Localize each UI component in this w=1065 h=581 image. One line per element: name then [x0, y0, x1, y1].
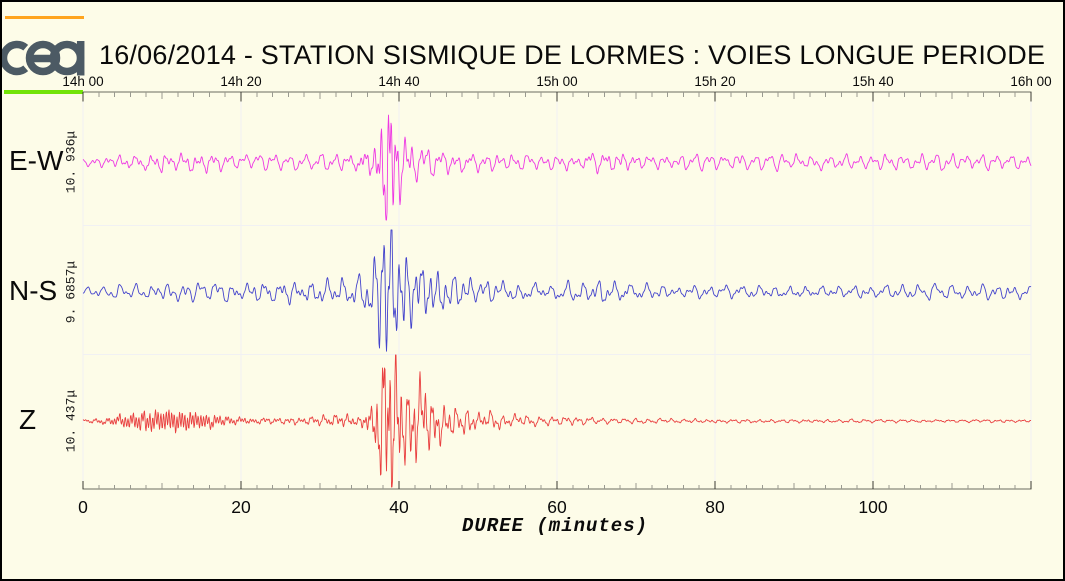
green-accent-line	[4, 90, 83, 94]
channel-label-ew: E-W	[9, 145, 64, 176]
channel-label-z: Z	[19, 404, 37, 435]
channel-label-ns: N-S	[9, 275, 58, 306]
cea-logo	[2, 40, 85, 76]
top-axis-label: 14h 00	[62, 74, 103, 89]
bottom-axis-label: 40	[389, 497, 409, 517]
orange-accent-line	[5, 16, 84, 19]
top-axis-label: 15h 40	[852, 74, 893, 89]
top-axis-label: 15h 00	[536, 74, 577, 89]
scale-label-ew: 10. 936μ	[63, 130, 79, 194]
scale-label-ns: 9. 6857μ	[63, 260, 79, 324]
top-axis-label: 16h 00	[1010, 74, 1051, 89]
cea-logo-c	[2, 40, 29, 76]
trace-z	[82, 354, 1032, 488]
trace-e-w	[82, 114, 1032, 221]
x-axis-title: DUREE (minutes)	[461, 515, 649, 537]
scale-label-z: 10. 437μ	[63, 389, 79, 453]
top-axis-label: 14h 20	[220, 74, 261, 89]
trace-n-s	[82, 229, 1032, 352]
bottom-axis-label: 80	[705, 497, 725, 517]
top-axis-label: 15h 20	[694, 74, 735, 89]
page-title: 16/06/2014 - STATION SISMIQUE DE LORMES …	[99, 40, 1046, 70]
bottom-axis-label: 60	[547, 497, 567, 517]
bottom-axis-label: 0	[78, 497, 88, 517]
bottom-axis-label: 20	[231, 497, 251, 517]
top-axis-label: 14h 40	[378, 74, 419, 89]
bottom-axis-label: 100	[858, 497, 887, 517]
